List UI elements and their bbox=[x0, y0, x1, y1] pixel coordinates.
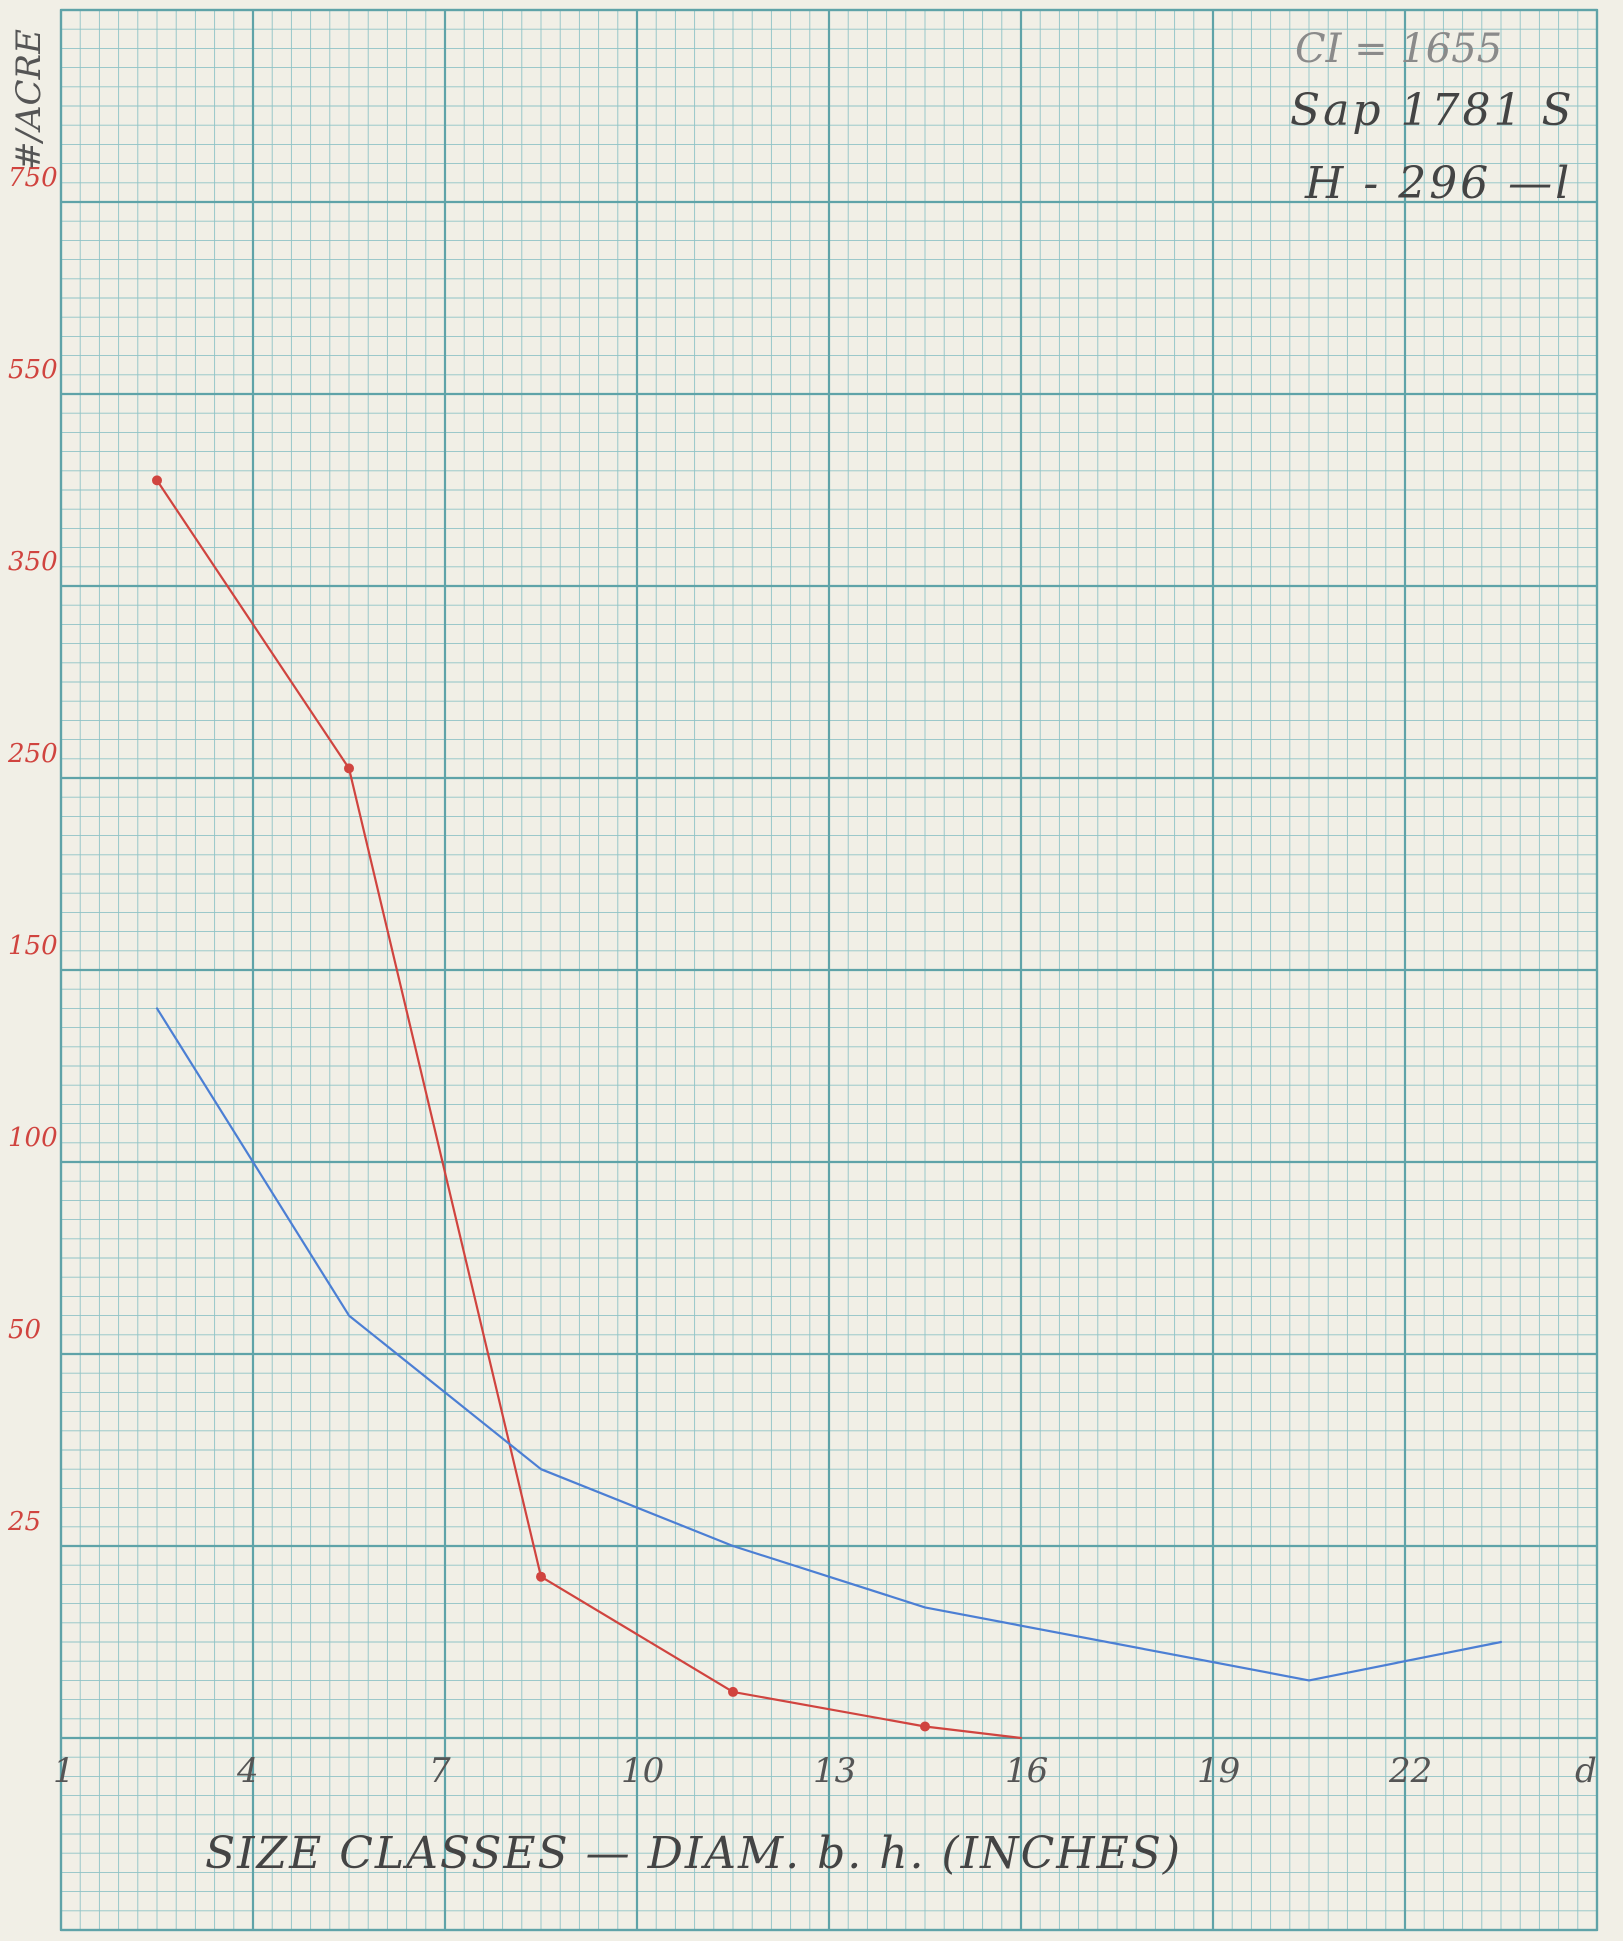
annotation-h: H - 296 —l bbox=[1304, 158, 1572, 209]
y-tick-label: 150 bbox=[8, 931, 58, 961]
x-tick-label: 22 bbox=[1388, 1751, 1432, 1791]
x-tick-label: 13 bbox=[813, 1751, 856, 1791]
x-tick-label: 19 bbox=[1197, 1751, 1240, 1791]
series-line-1 bbox=[155, 479, 1023, 1740]
x-tick-label: 7 bbox=[429, 1751, 451, 1791]
data-point bbox=[152, 475, 162, 486]
data-point bbox=[536, 1571, 546, 1582]
x-tick-label: 10 bbox=[621, 1751, 664, 1791]
x-tick-label: d bbox=[1575, 1751, 1597, 1791]
x-tick-label: 16 bbox=[1005, 1751, 1048, 1791]
y-tick-label: 750 bbox=[8, 163, 58, 193]
x-tick-labels: 1 4 7 10 13 16 19 22 d bbox=[53, 1751, 1597, 1791]
grid-border bbox=[59, 8, 1599, 1932]
y-tick-label: 25 bbox=[7, 1507, 41, 1537]
y-tick-label: 350 bbox=[8, 547, 58, 577]
data-point bbox=[728, 1686, 738, 1697]
series-line-2 bbox=[155, 1007, 1503, 1682]
y-tick-label: 50 bbox=[8, 1315, 41, 1345]
data-point bbox=[344, 763, 354, 774]
annotation-ci: CI = 1655 bbox=[1295, 26, 1502, 72]
x-axis-label: SIZE CLASSES — DIAM. b. h. (INCHES) bbox=[205, 1828, 1182, 1879]
series-layer bbox=[152, 475, 1503, 1740]
y-tick-label: 550 bbox=[8, 355, 58, 385]
x-tick-label: 1 bbox=[53, 1751, 75, 1791]
x-tick-label: 4 bbox=[236, 1751, 259, 1791]
y-axis-label: #/ACRE bbox=[9, 29, 49, 170]
y-tick-label: 100 bbox=[8, 1123, 58, 1153]
y-tick-labels: 25 50 100 150 250 350 550 750 bbox=[7, 163, 58, 1537]
data-point bbox=[920, 1721, 930, 1732]
annotation-sap: Sap 1781 S bbox=[1290, 85, 1575, 136]
y-tick-label: 250 bbox=[7, 739, 58, 769]
